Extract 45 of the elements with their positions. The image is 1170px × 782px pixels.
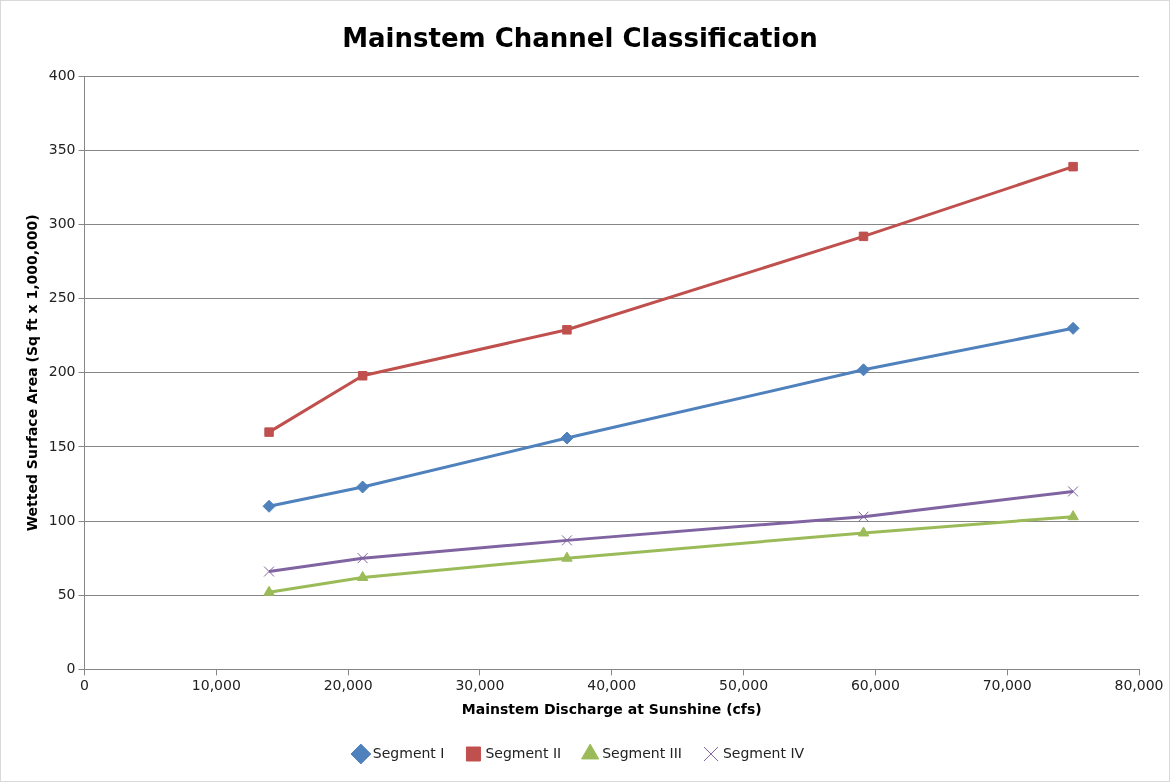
point [1066,321,1080,335]
point [357,371,368,381]
y-tick-label: 0 [66,660,76,677]
legend-label: Segment I [372,744,445,761]
x-tick-label: 60,000 [850,677,900,694]
y-tick-label: 100 [48,511,76,528]
point [262,499,276,513]
point [857,363,871,377]
point [1067,485,1079,497]
y-tick-label: 300 [48,215,76,232]
point [562,325,572,335]
y-tick-label: 50 [57,585,76,602]
point [263,585,275,596]
x-tick-label: 50,000 [719,677,769,694]
point [356,570,369,581]
point [1067,510,1079,521]
point [356,480,370,494]
legend-label: Segment IV [722,744,805,761]
x-tick-label: 70,000 [982,677,1032,694]
point [857,526,870,537]
legend-label: Segment III [602,744,682,761]
y-axis-title: Wetted Surface Area (Sq ft x 1,000,000) [24,214,41,532]
point [1068,161,1078,172]
x-tick-label: 20,000 [323,677,373,694]
x-axis-title: Mainstem Discharge at Sunshine (cfs) [461,701,762,718]
x-tick-label: 80,000 [1114,677,1164,694]
chart-title: Mainstem Channel Classification [342,23,818,54]
point [561,534,573,546]
x-tick-label: 0 [80,677,89,694]
point [858,231,869,242]
y-tick-label: 250 [48,289,76,306]
y-tick-label: 150 [48,437,76,454]
x-tick-label: 10,000 [191,677,241,694]
y-tick-label: 350 [48,140,76,157]
y-tick-label: 400 [48,66,76,83]
point [560,431,574,445]
point [858,511,869,523]
point [263,566,275,577]
y-tick-label: 200 [48,363,76,380]
legend-label: Segment II [485,744,562,761]
point [357,552,369,564]
x-tick-label: 30,000 [455,677,505,694]
point [264,427,274,437]
x-tick-label: 40,000 [587,677,637,694]
point [561,551,573,562]
